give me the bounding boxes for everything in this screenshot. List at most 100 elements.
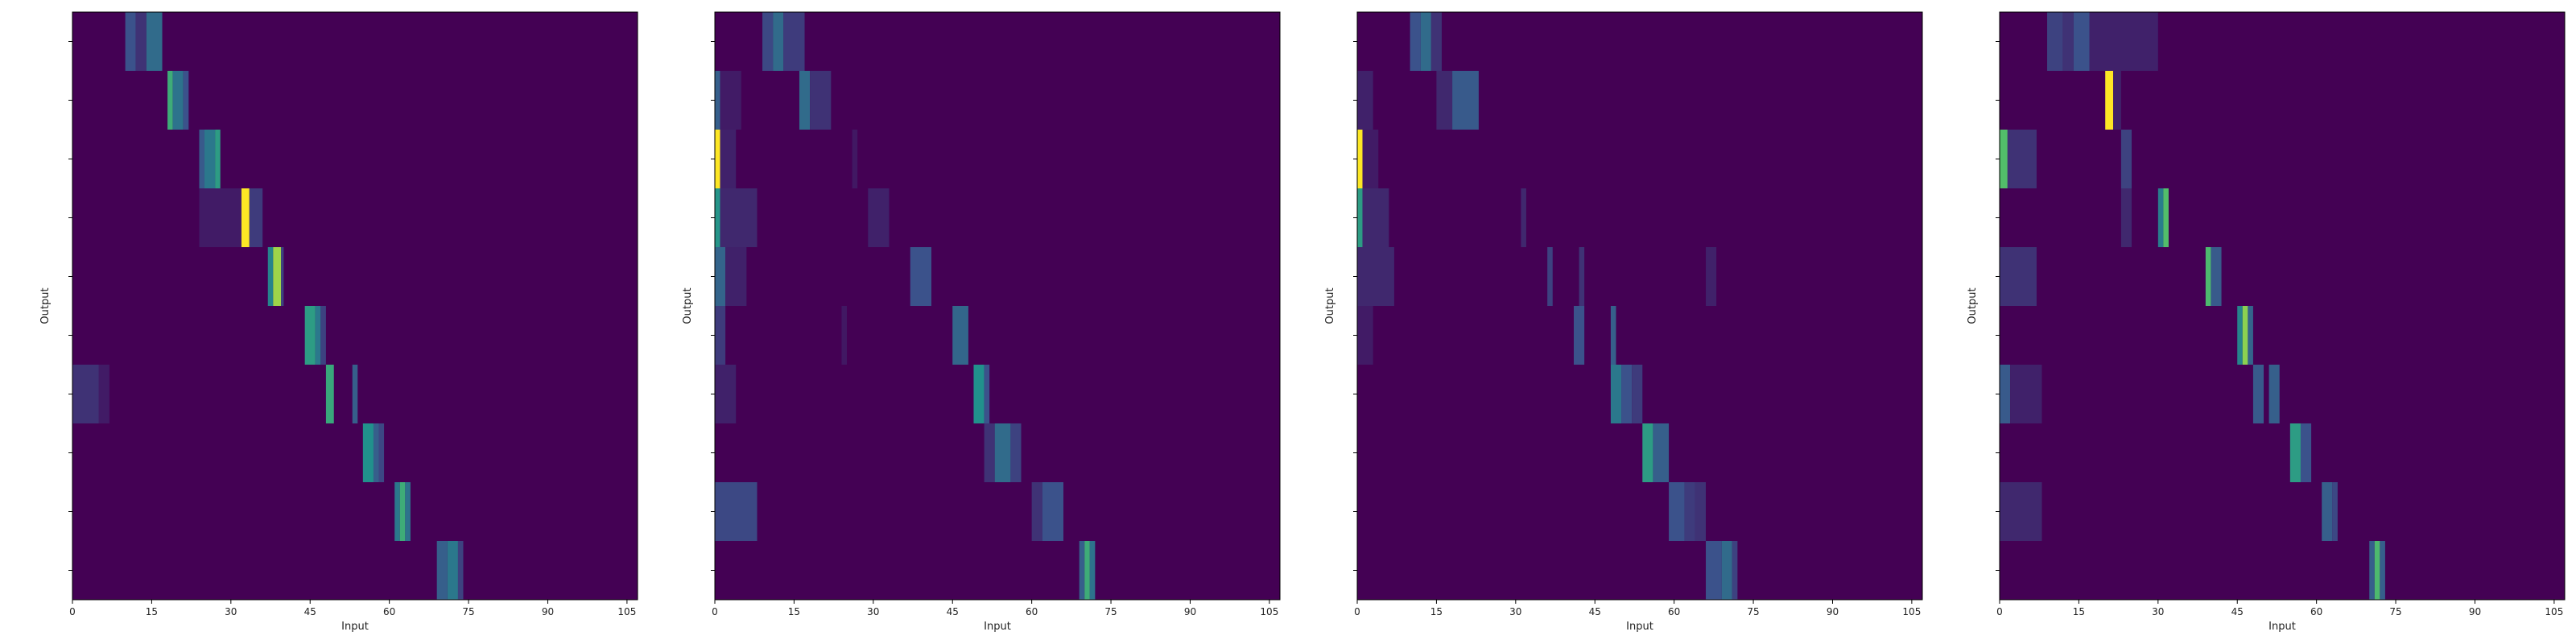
heatmap-cell <box>2289 423 2301 482</box>
x-tick-label: 105 <box>2545 606 2563 617</box>
heatmap-cell <box>2000 130 2008 188</box>
heatmap-cell <box>378 423 385 482</box>
heatmap-cell <box>2062 12 2074 71</box>
heatmap-cell <box>1410 12 1421 71</box>
heatmap-cell <box>720 71 741 130</box>
heatmap-cell <box>273 247 282 306</box>
heatmap-cell <box>2237 306 2243 365</box>
heatmap-cell <box>773 12 784 71</box>
heatmap-cell <box>204 130 216 188</box>
x-tick-label: 15 <box>2073 606 2085 617</box>
heatmap-cell <box>1031 482 1042 541</box>
x-tick-label: 60 <box>1668 606 1680 617</box>
heatmap-cell <box>715 306 726 365</box>
heatmap-cell <box>394 482 400 541</box>
x-tick-label: 60 <box>1026 606 1038 617</box>
heatmap-cell <box>2211 247 2222 306</box>
heatmap-cell <box>2089 12 2158 71</box>
x-tick-label: 30 <box>225 606 237 617</box>
heatmap-cell <box>715 247 726 306</box>
x-tick-label: 90 <box>542 606 554 617</box>
heatmap-cell <box>1579 247 1585 306</box>
x-axis-label: Input <box>341 621 369 633</box>
heatmap-cell <box>984 365 990 423</box>
x-tick-label: 45 <box>1589 606 1601 617</box>
heatmap-cell <box>1079 541 1085 600</box>
heatmap-panel-1: 0 15 30 45 60 75 90 105 Input Output <box>39 11 638 633</box>
x-tick-label: 90 <box>1184 606 1196 617</box>
heatmap-cell <box>399 482 406 541</box>
heatmap-cell <box>2242 306 2248 365</box>
heatmap-cell <box>320 306 326 365</box>
heatmap-cell <box>1721 541 1732 600</box>
heatmap-cell <box>720 188 758 247</box>
heatmap-cell <box>1010 423 1022 482</box>
heatmap-cell <box>1642 423 1653 482</box>
x-axis-label: Input <box>984 621 1011 633</box>
heatmap-cell <box>810 71 832 130</box>
heatmap-cell <box>2120 188 2132 247</box>
x-tick-label: 0 <box>712 606 718 617</box>
heatmap-cell <box>457 541 464 600</box>
heatmap-cell <box>715 188 720 247</box>
heatmap-cell <box>2113 71 2121 130</box>
heatmap-cell <box>325 365 334 423</box>
y-axis-label: Output <box>39 287 52 324</box>
x-tick-label: 30 <box>2152 606 2164 617</box>
heatmap-cell <box>910 247 931 306</box>
heatmap-cell <box>1573 306 1585 365</box>
heatmap-cell <box>1610 365 1622 423</box>
x-tick-label: 0 <box>1354 606 1360 617</box>
heatmap-cell <box>1653 423 1670 482</box>
y-axis-label: Output <box>1324 287 1336 324</box>
heatmap-cell <box>2380 541 2385 600</box>
x-tick-label: 15 <box>146 606 158 617</box>
heatmap-cell <box>304 306 316 365</box>
heatmap-cell <box>715 482 758 541</box>
plot-frame <box>72 11 638 601</box>
heatmap-cell <box>783 12 805 71</box>
heatmap-background <box>2000 12 2565 600</box>
heatmap-cell <box>125 12 136 71</box>
heatmap-cell <box>952 306 968 365</box>
plot-frame <box>1356 11 1923 601</box>
heatmap-panel-2: 0 15 30 45 60 75 90 105 Input Output <box>682 11 1281 633</box>
x-tick-label: 105 <box>1260 606 1278 617</box>
heatmap-cell <box>2369 541 2375 600</box>
heatmap-cell <box>352 365 358 423</box>
heatmap-cell <box>183 71 189 130</box>
heatmap-cell <box>799 71 811 130</box>
heatmap-cell <box>2252 365 2264 423</box>
heatmap-cell <box>715 365 737 423</box>
heatmap-cell <box>1669 482 1685 541</box>
heatmap-panel-4: 0 15 30 45 60 75 90 105 Input Output <box>1967 11 2566 633</box>
heatmap-cell <box>2105 71 2114 130</box>
heatmap-cell <box>199 130 205 188</box>
heatmap-cell <box>249 188 263 247</box>
heatmap-cell <box>2000 365 2011 423</box>
heatmap-cell <box>1452 71 1479 130</box>
heatmap-cell <box>2248 306 2253 365</box>
plot-frame <box>714 11 1281 601</box>
heatmap-cell <box>241 188 250 247</box>
heatmap-cell <box>868 188 890 247</box>
heatmap-cell <box>2374 541 2380 600</box>
heatmap-cell <box>373 423 379 482</box>
heatmap-cell <box>1632 365 1643 423</box>
heatmap-background <box>72 12 638 600</box>
heatmap-cell <box>1732 541 1738 600</box>
heatmap-cell <box>1357 306 1373 365</box>
heatmap-cell <box>762 12 774 71</box>
x-tick-label: 75 <box>2389 606 2401 617</box>
heatmap-cell <box>725 247 747 306</box>
heatmap-cell <box>1420 12 1431 71</box>
heatmap-cell <box>1362 130 1379 188</box>
heatmap-cell <box>405 482 411 541</box>
x-tick-label: 0 <box>1996 606 2003 617</box>
heatmap-cell <box>1695 482 1707 541</box>
x-tick-label: 75 <box>1104 606 1117 617</box>
x-tick-label: 105 <box>617 606 636 617</box>
heatmap-cell <box>1084 541 1090 600</box>
heatmap-cell <box>2157 188 2164 247</box>
x-tick-label: 45 <box>304 606 316 617</box>
